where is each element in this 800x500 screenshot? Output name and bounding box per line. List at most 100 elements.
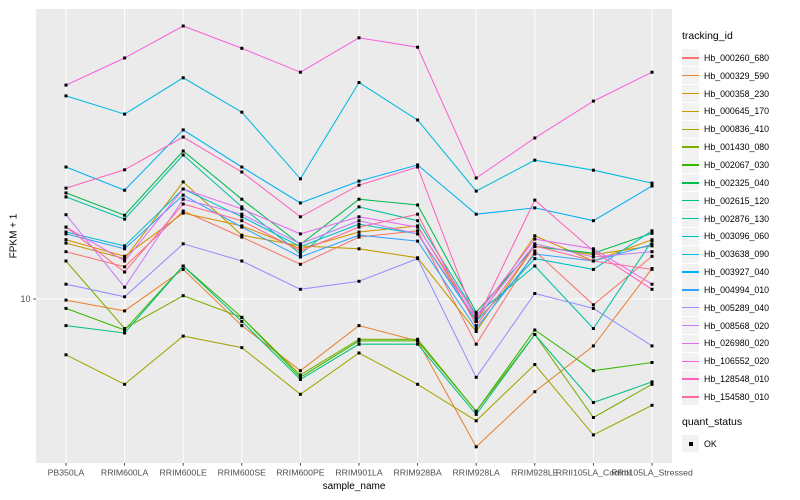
legend-key xyxy=(682,120,699,138)
point-marker xyxy=(123,247,127,251)
point-marker xyxy=(650,231,654,235)
point-marker xyxy=(533,249,537,253)
point-marker xyxy=(240,215,244,219)
x-tick-label: RRIM928LE xyxy=(511,468,559,478)
legend-key-line xyxy=(682,164,699,166)
legend-item-Hb_004994_010: Hb_004994_010 xyxy=(682,281,800,299)
point-marker xyxy=(240,346,244,350)
point-marker xyxy=(357,179,361,183)
black-square-marker-icon xyxy=(688,441,693,446)
legend-item-label: Hb_000836_410 xyxy=(704,124,770,135)
legend-key xyxy=(682,352,699,370)
legend-item-Hb_000329_590: Hb_000329_590 xyxy=(682,67,800,85)
x-tick-label: RRIM928BA xyxy=(393,468,441,478)
point-marker xyxy=(591,267,595,271)
legend-key-line xyxy=(682,182,699,184)
x-tick-label: RRII105LA_Control xyxy=(556,468,631,478)
point-marker xyxy=(533,292,537,295)
point-marker xyxy=(240,219,244,223)
point-marker xyxy=(123,217,127,221)
point-marker xyxy=(357,230,361,234)
point-marker xyxy=(650,254,654,258)
legend-item-Hb_128548_010: Hb_128548_010 xyxy=(682,370,800,388)
point-marker xyxy=(650,267,654,271)
point-marker xyxy=(650,382,654,386)
point-marker xyxy=(64,225,68,229)
legend-key-line xyxy=(682,75,699,77)
point-marker xyxy=(416,163,420,167)
legend-item-Hb_005289_040: Hb_005289_040 xyxy=(682,299,800,317)
point-marker xyxy=(240,315,244,319)
legend-item-label: Hb_154580_010 xyxy=(704,391,770,402)
point-marker xyxy=(533,206,537,210)
point-marker xyxy=(650,380,654,384)
point-marker xyxy=(416,225,420,229)
point-marker xyxy=(357,235,361,239)
point-marker xyxy=(416,45,420,49)
gridlines xyxy=(36,9,672,463)
point-marker xyxy=(181,209,185,213)
point-marker xyxy=(123,257,127,261)
point-marker xyxy=(533,333,537,336)
legend-key-line xyxy=(682,146,699,148)
x-tick-label: RRIM600PE xyxy=(276,468,324,478)
legend-item-Hb_154580_010: Hb_154580_010 xyxy=(682,388,800,406)
point-marker xyxy=(416,219,420,223)
point-marker xyxy=(298,255,302,259)
point-marker xyxy=(474,419,478,423)
point-marker xyxy=(650,229,654,233)
point-marker xyxy=(474,314,478,318)
point-marker xyxy=(357,279,361,283)
legend-items: Hb_000260_680 Hb_000329_590 Hb_000358_230 H… xyxy=(682,49,800,406)
point-marker xyxy=(181,76,185,80)
point-marker xyxy=(181,264,185,268)
legend-key xyxy=(682,263,699,281)
point-marker xyxy=(357,219,361,223)
point-marker xyxy=(240,259,244,263)
point-marker xyxy=(533,363,537,366)
legend-key xyxy=(682,334,699,352)
legend-key xyxy=(682,227,699,245)
point-marker xyxy=(591,344,595,348)
point-marker xyxy=(591,303,595,307)
point-marker xyxy=(240,170,244,174)
point-marker xyxy=(591,259,595,263)
point-marker xyxy=(181,294,185,298)
legend-key xyxy=(682,388,699,406)
legend-key-line xyxy=(682,307,699,309)
point-marker xyxy=(357,337,361,341)
y-axis-title: FPKM + 1 xyxy=(8,213,20,259)
point-marker xyxy=(416,339,420,343)
point-marker xyxy=(298,215,302,219)
x-tick-label: RRIM600SE xyxy=(218,468,266,478)
legend-item-label: Hb_026980_020 xyxy=(704,338,770,349)
point-marker xyxy=(298,242,302,246)
legend-key xyxy=(682,102,699,120)
legend-item-label: Hb_002325_040 xyxy=(704,177,770,188)
point-marker xyxy=(357,205,361,209)
point-marker xyxy=(64,353,68,357)
point-marker xyxy=(64,232,68,236)
point-marker xyxy=(123,259,127,263)
point-marker xyxy=(298,378,302,381)
point-marker xyxy=(240,197,244,201)
quant-legend-item-label: OK xyxy=(704,438,717,449)
point-marker xyxy=(123,213,127,217)
point-marker xyxy=(123,270,127,274)
point-marker xyxy=(123,112,127,116)
point-marker xyxy=(474,330,478,333)
legend-key-line xyxy=(682,253,699,255)
point-marker xyxy=(416,203,420,207)
point-marker xyxy=(591,251,595,255)
point-marker xyxy=(123,56,127,60)
legend-key-line xyxy=(682,271,699,273)
point-marker xyxy=(650,250,654,254)
point-marker xyxy=(591,249,595,253)
point-marker xyxy=(123,285,127,289)
point-marker xyxy=(64,213,68,217)
legend-item-Hb_003638_090: Hb_003638_090 xyxy=(682,245,800,263)
point-marker xyxy=(181,334,185,338)
point-marker xyxy=(533,237,537,241)
point-marker xyxy=(533,136,537,140)
legend-item-label: Hb_128548_010 xyxy=(704,374,770,385)
